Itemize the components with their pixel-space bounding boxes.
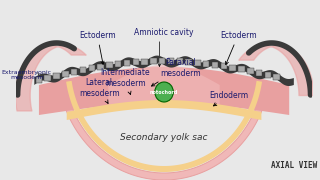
- Text: Amniotic cavity: Amniotic cavity: [134, 28, 194, 37]
- Polygon shape: [66, 81, 262, 172]
- Bar: [89, 65, 95, 71]
- Bar: [265, 72, 271, 78]
- Text: Ectoderm: Ectoderm: [79, 30, 116, 64]
- Bar: [44, 75, 51, 81]
- Bar: [159, 58, 165, 64]
- Bar: [97, 64, 104, 70]
- Polygon shape: [108, 65, 220, 112]
- Circle shape: [155, 82, 173, 102]
- Bar: [220, 63, 227, 69]
- Text: Intermediate
mesoderm: Intermediate mesoderm: [100, 68, 150, 94]
- Polygon shape: [67, 100, 261, 120]
- Polygon shape: [34, 56, 294, 86]
- Bar: [203, 60, 210, 67]
- Bar: [238, 66, 245, 72]
- Text: Secondary yolk sac: Secondary yolk sac: [120, 134, 208, 143]
- Bar: [62, 71, 68, 77]
- Bar: [141, 58, 148, 65]
- Text: Extraembryonic
mesoderm: Extraembryonic mesoderm: [2, 70, 52, 80]
- Bar: [106, 62, 113, 68]
- Bar: [53, 73, 60, 79]
- Bar: [80, 67, 86, 73]
- Text: Ectoderm: Ectoderm: [220, 30, 257, 65]
- Bar: [229, 64, 236, 71]
- Text: AXIAL VIEW: AXIAL VIEW: [271, 161, 317, 170]
- Bar: [212, 62, 218, 68]
- Bar: [194, 60, 201, 66]
- Bar: [36, 77, 42, 83]
- Bar: [177, 58, 183, 64]
- Text: notochord: notochord: [150, 89, 178, 94]
- Text: Endoderm: Endoderm: [209, 91, 249, 106]
- Bar: [168, 58, 174, 64]
- Bar: [124, 60, 130, 66]
- Bar: [185, 59, 192, 65]
- Polygon shape: [59, 82, 269, 180]
- Bar: [274, 74, 280, 80]
- Bar: [150, 58, 157, 64]
- Bar: [132, 59, 139, 65]
- Text: Paraxial
mesoderm: Paraxial mesoderm: [151, 58, 201, 86]
- Bar: [256, 70, 262, 76]
- Bar: [115, 61, 121, 67]
- Bar: [247, 68, 253, 74]
- Bar: [71, 69, 77, 75]
- Text: Lateral
mesoderm: Lateral mesoderm: [79, 78, 119, 103]
- Polygon shape: [39, 67, 289, 115]
